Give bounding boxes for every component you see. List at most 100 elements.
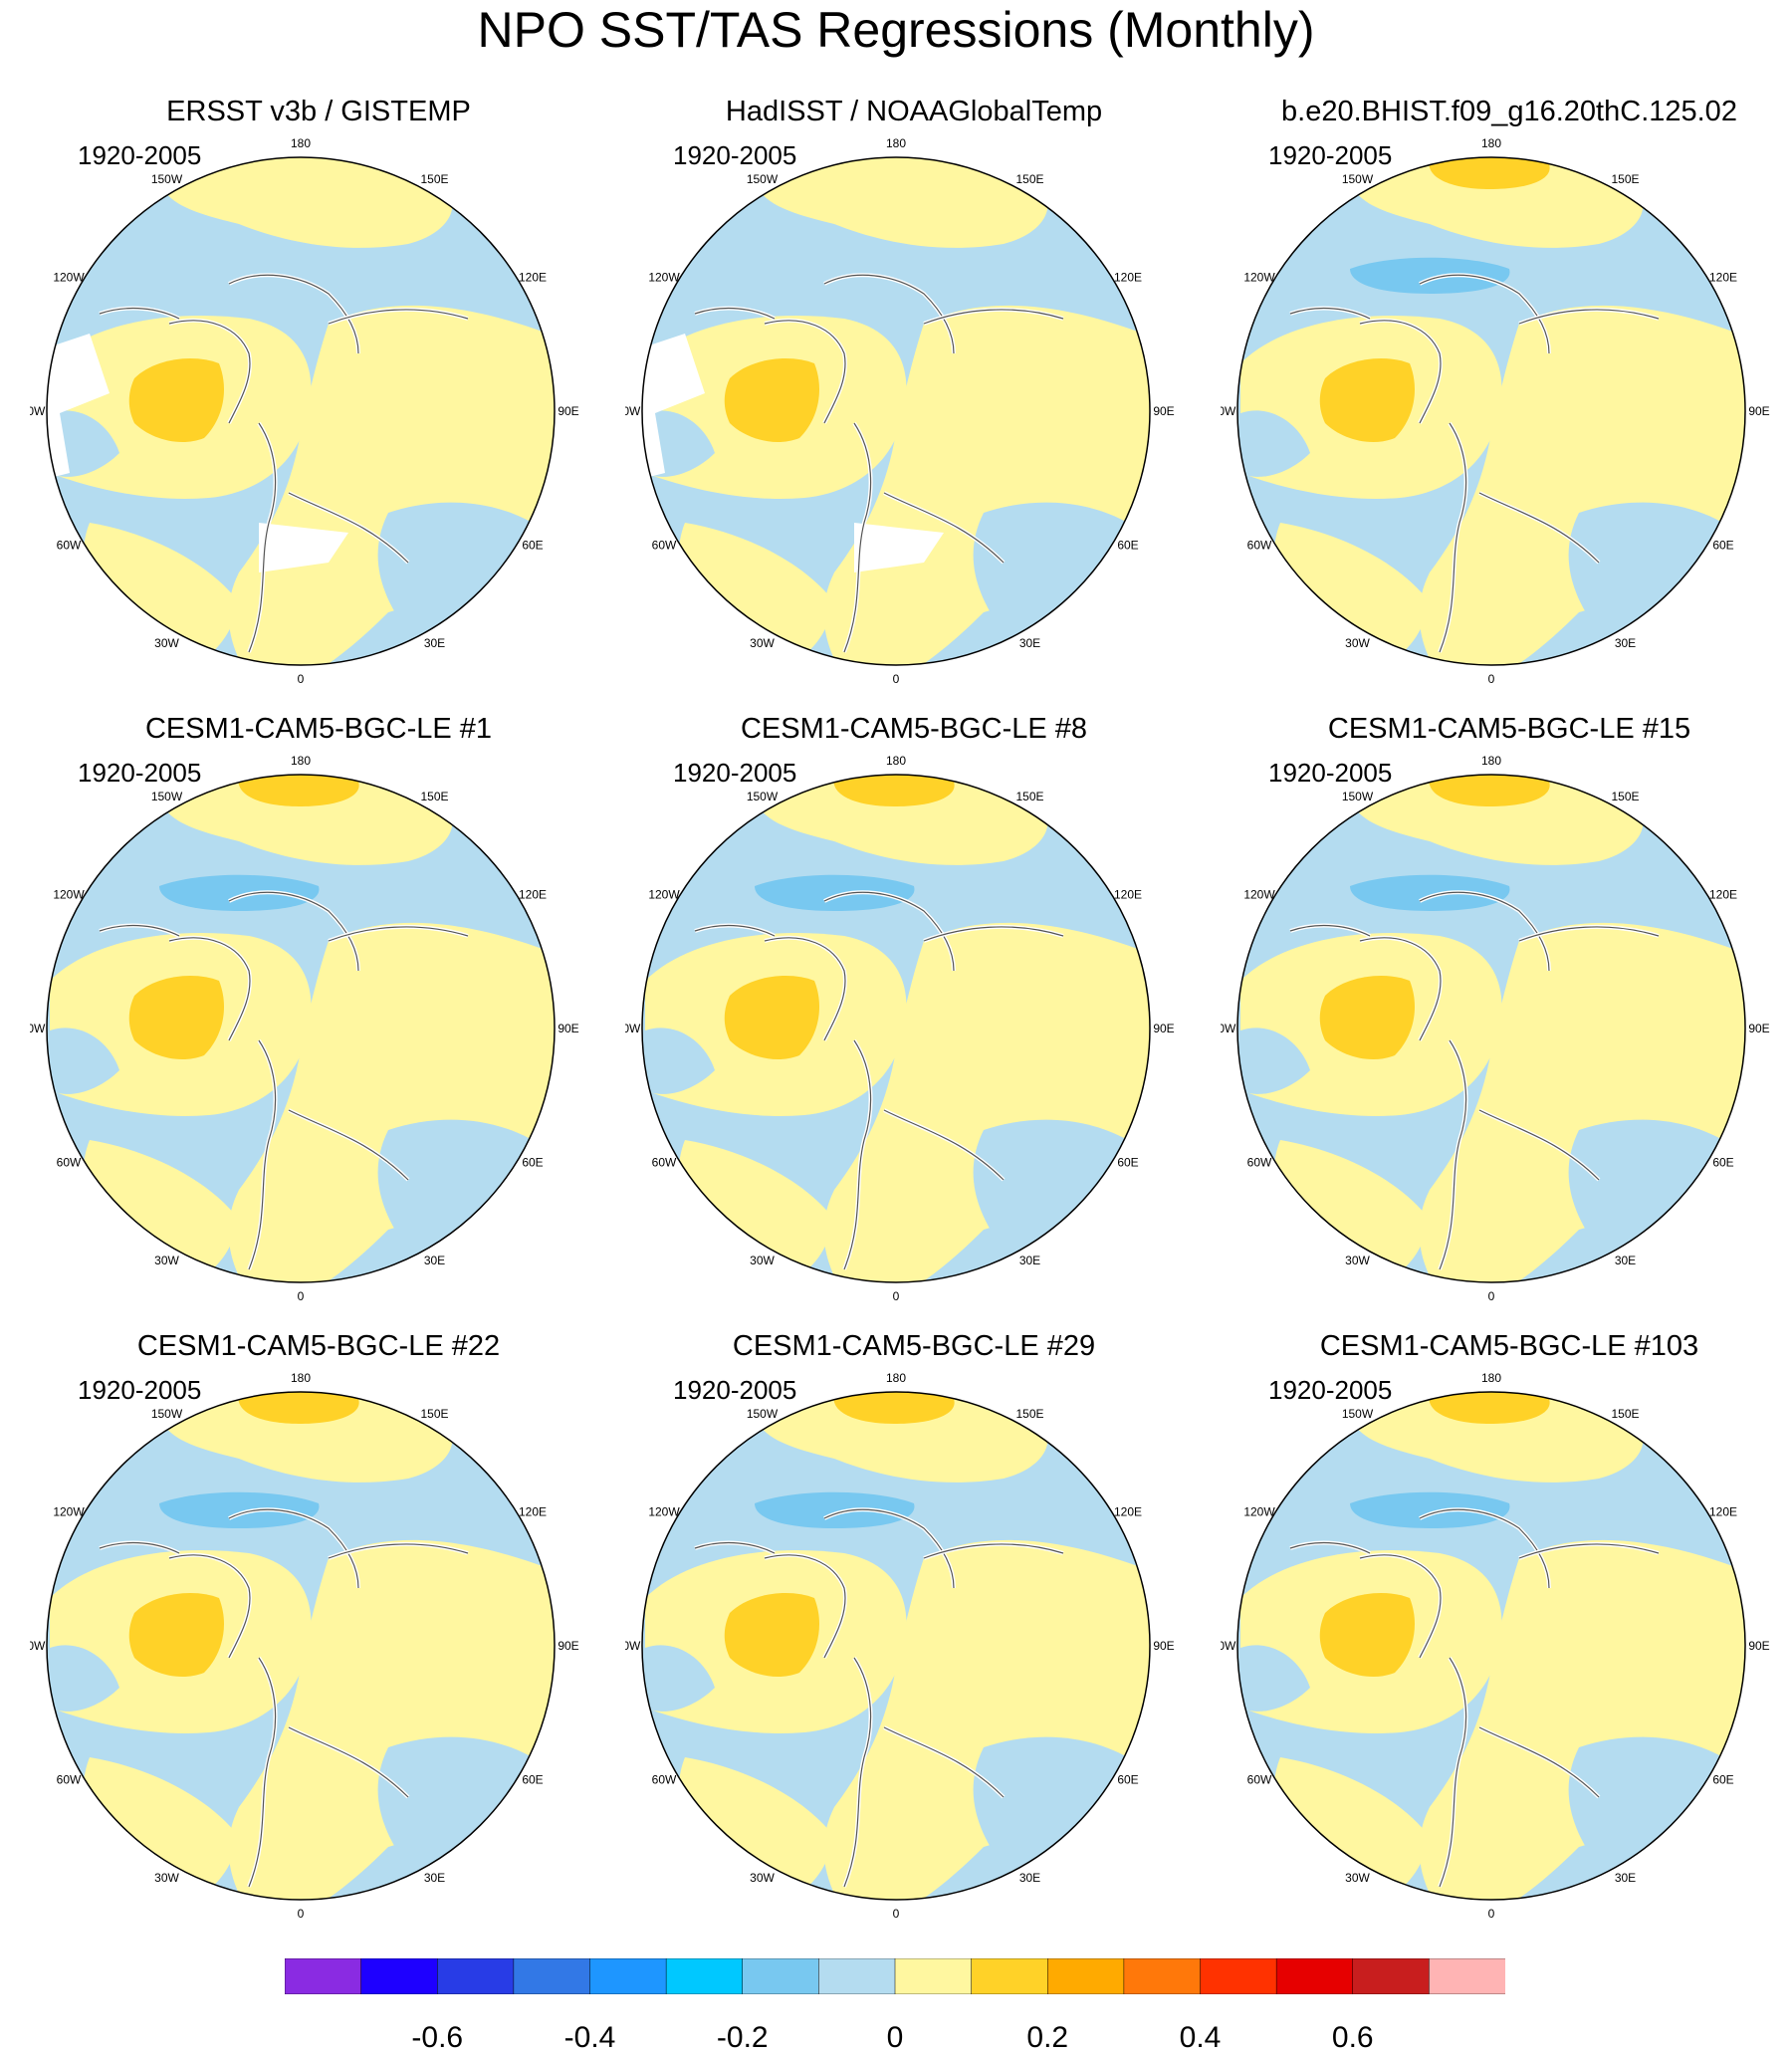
longitude-label: 60E <box>1117 539 1138 553</box>
coastline <box>248 1657 277 1888</box>
panel-title: CESM1-CAM5-BGC-LE #15 <box>1327 713 1691 745</box>
polar-map: 180 150E 120E 90E 60E 30E 0 30W 60W 90W 120W 150W <box>625 754 1175 1303</box>
colorbar-tick-label: 0.4 <box>1179 2021 1222 2054</box>
panel-period: 1920-2005 <box>78 140 202 170</box>
longitude-label: 150E <box>1015 790 1043 803</box>
coastline <box>168 320 251 424</box>
longitude-label: 30W <box>154 1871 179 1885</box>
longitude-label: 60W <box>1247 1773 1272 1787</box>
positive-region <box>1419 1539 1745 1900</box>
colorbar-swatch <box>1352 1958 1431 1994</box>
longitude-label: 90E <box>558 1639 578 1653</box>
longitude-label: 120E <box>1114 271 1142 285</box>
positive-region <box>755 1392 1048 1483</box>
longitude-label: 120E <box>1114 1505 1142 1519</box>
missing-data <box>47 334 348 572</box>
coastline <box>1478 1726 1600 1798</box>
coastline <box>923 1543 1064 1559</box>
longitude-label: 30E <box>424 1254 445 1267</box>
strong-positive-region <box>1319 976 1415 1060</box>
colorbar-swatch <box>894 1958 973 1994</box>
polar-map: 180 150E 120E 90E 60E 30E 0 30W 60W 90W 120W 150W <box>1221 754 1770 1303</box>
positive-region <box>823 1539 1150 1900</box>
longitude-label: 90E <box>1153 1639 1174 1653</box>
longitude-label: 150W <box>747 790 779 803</box>
regression-field <box>1237 1392 1745 1900</box>
longitude-label: 150E <box>1611 790 1639 803</box>
coastline <box>764 937 846 1041</box>
coastline <box>823 891 955 972</box>
longitude-label: 150W <box>747 1407 779 1421</box>
longitude-label: 90E <box>1153 404 1174 418</box>
longitude-label: 60E <box>1712 539 1733 553</box>
panel-title: HadISST / NOAAGlobalTemp <box>725 96 1103 127</box>
colorbar-swatch <box>1123 1958 1202 1994</box>
longitude-label: 60E <box>522 539 543 553</box>
longitude-label: 120E <box>519 271 547 285</box>
coastline <box>1518 309 1660 325</box>
longitude-label: 0 <box>298 1289 305 1303</box>
longitude-label: 30W <box>1345 636 1370 650</box>
longitude-label: 30E <box>424 636 445 650</box>
longitude-label: 150E <box>1611 172 1639 186</box>
positive-region <box>1350 157 1644 248</box>
coastline <box>1419 1508 1550 1589</box>
positive-region <box>228 922 555 1282</box>
longitude-label: 90E <box>1748 404 1769 418</box>
colorbar-swatch <box>513 1958 591 1994</box>
negative-region <box>1568 1119 1738 1250</box>
negative-region <box>50 1645 119 1712</box>
longitude-label: 180 <box>291 754 311 768</box>
coastline <box>923 926 1064 942</box>
panel-period: 1920-2005 <box>1268 758 1393 788</box>
colorbar-tick-label: -0.4 <box>563 2021 616 2054</box>
colorbar-tick-label: 0 <box>886 2021 904 2054</box>
colorbar-tick-label: -0.2 <box>716 2021 769 2054</box>
polar-map: 180 150E 120E 90E 60E 30E 0 30W 60W 90W 120W 150W <box>625 136 1175 686</box>
longitude-label: 180 <box>886 754 906 768</box>
regression-field <box>47 157 555 665</box>
panel-title: CESM1-CAM5-BGC-LE #103 <box>1319 1330 1699 1362</box>
negative-region <box>377 1119 548 1250</box>
negative-region <box>1240 1645 1310 1712</box>
pacific-minimum <box>755 1491 915 1528</box>
coastline <box>328 1543 469 1559</box>
map-boundary <box>641 774 1151 1283</box>
longitude-label: 120W <box>648 271 680 285</box>
positive-region <box>823 305 1150 665</box>
longitude-label: 90W <box>30 1639 46 1653</box>
coastline <box>1359 937 1442 1041</box>
longitude-label: 90E <box>558 1022 578 1035</box>
coastline <box>1419 274 1550 354</box>
positive-region <box>1350 1392 1644 1483</box>
longitude-label: 90W <box>625 1639 641 1653</box>
panel-period: 1920-2005 <box>673 758 797 788</box>
longitude-label: 120W <box>648 888 680 902</box>
coastline <box>694 1541 776 1554</box>
coastline <box>288 1726 409 1798</box>
polar-map: 180 150E 120E 90E 60E 30E 0 30W 60W 90W 120W 150W <box>30 754 579 1303</box>
longitude-label: 150W <box>1342 1407 1374 1421</box>
panel-title: ERSST v3b / GISTEMP <box>166 96 471 127</box>
longitude-label: 120W <box>53 271 85 285</box>
longitude-label: 30E <box>424 1871 445 1885</box>
strong-positive-region <box>128 1593 224 1678</box>
longitude-label: 90E <box>1748 1022 1769 1035</box>
longitude-label: 120W <box>1243 271 1275 285</box>
longitude-label: 60E <box>522 1773 543 1787</box>
longitude-label: 30E <box>1615 636 1636 650</box>
longitude-label: 30E <box>1019 1871 1040 1885</box>
coastline <box>228 1508 359 1589</box>
longitude-label: 60W <box>57 1773 82 1787</box>
longitude-label: 30E <box>1615 1871 1636 1885</box>
colorbar-swatch <box>1200 1958 1277 1994</box>
positive-region <box>228 305 555 665</box>
map-boundary <box>1236 1391 1746 1901</box>
positive-region <box>228 1539 555 1900</box>
coastline <box>248 422 277 653</box>
longitude-label: 0 <box>893 1289 900 1303</box>
longitude-label: 30E <box>1019 1254 1040 1267</box>
panel-title: CESM1-CAM5-BGC-LE #29 <box>732 1330 1096 1362</box>
panel-period: 1920-2005 <box>78 758 202 788</box>
polar-map: 180 150E 120E 90E 60E 30E 0 30W 60W 90W 120W 150W <box>1221 1371 1770 1921</box>
